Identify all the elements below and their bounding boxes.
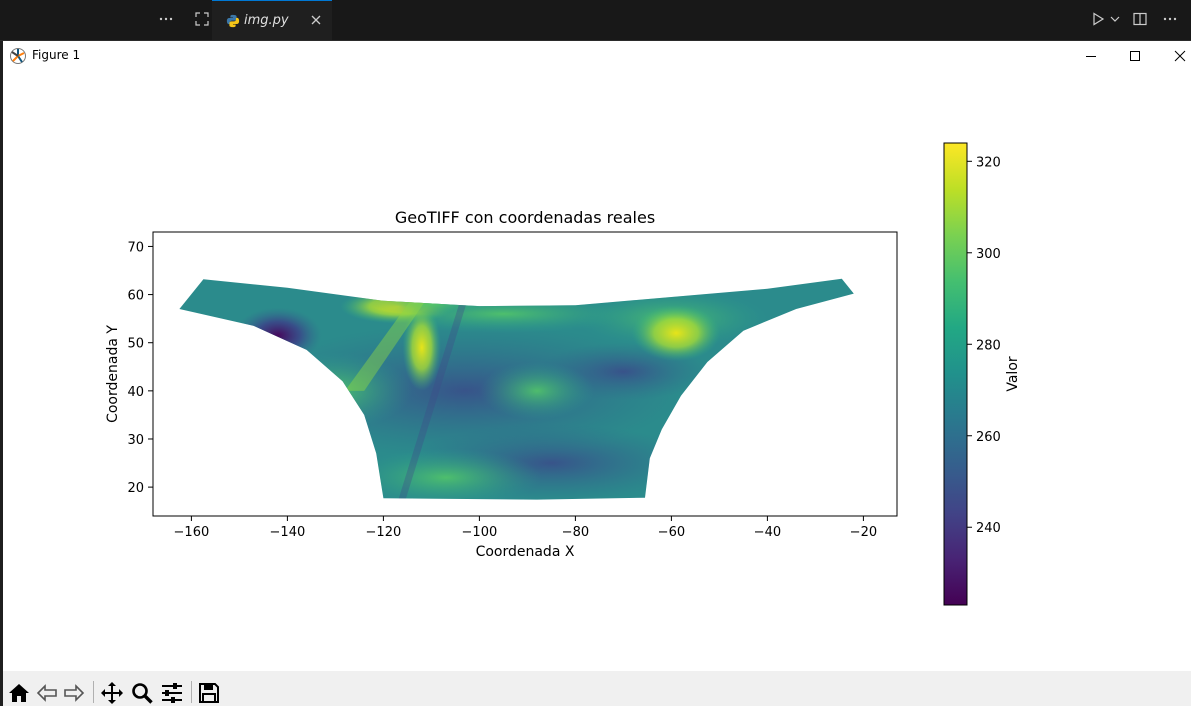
back-arrow-icon[interactable] — [35, 681, 59, 705]
pan-icon[interactable] — [100, 681, 124, 705]
colorbar-tick-label: 320 — [976, 155, 1001, 170]
more-actions-icon[interactable] — [155, 8, 177, 30]
editor-right-actions — [1087, 8, 1181, 30]
heatmap-image — [179, 278, 854, 500]
figure-window: Figure 1 — [3, 41, 1191, 706]
home-icon[interactable] — [7, 681, 31, 705]
maximize-icon[interactable] — [1125, 46, 1145, 66]
y-tick-label: 60 — [127, 289, 144, 304]
maximize-panel-icon[interactable] — [191, 8, 213, 30]
y-axis-ticks: 20 30 40 50 60 70 — [127, 240, 153, 496]
colorbar-ticks: 240 260 280 300 320 — [967, 155, 1001, 536]
x-tick-label: −100 — [462, 525, 498, 540]
tab-img-py[interactable]: img.py — [212, 0, 332, 40]
toolbar-separator — [93, 681, 94, 703]
minimize-icon[interactable] — [1081, 46, 1101, 66]
x-axis-ticks: −160 −140 −120 −100 −80 −60 −40 −20 — [174, 516, 877, 540]
colorbar-label: Valor — [1005, 356, 1021, 392]
window-title: Figure 1 — [32, 48, 81, 62]
more-actions-right-icon[interactable] — [1159, 8, 1181, 30]
configure-subplots-icon[interactable] — [160, 681, 184, 705]
x-tick-label: −60 — [658, 525, 685, 540]
x-tick-label: −80 — [562, 525, 589, 540]
x-tick-label: −20 — [850, 525, 877, 540]
y-tick-label: 20 — [127, 481, 144, 496]
python-file-icon — [226, 14, 240, 27]
y-tick-label: 70 — [127, 240, 144, 255]
x-tick-label: −160 — [174, 525, 210, 540]
editor-left-actions — [155, 8, 213, 30]
split-editor-icon[interactable] — [1129, 8, 1151, 30]
window-titlebar: Figure 1 — [3, 41, 1191, 71]
chart-svg[interactable]: −160 −140 −120 −100 −80 −60 −40 −20 20 30 40 50 60 7… — [3, 71, 1191, 671]
plot-area[interactable]: −160 −140 −120 −100 −80 −60 −40 −20 20 30 40 50 60 7… — [3, 71, 1191, 671]
axes-frame — [152, 231, 898, 517]
colorbar-tick-label: 300 — [976, 247, 1001, 262]
toolbar-separator — [191, 681, 192, 703]
y-tick-label: 30 — [127, 433, 144, 448]
zoom-icon[interactable] — [130, 681, 154, 705]
cold-spot — [233, 307, 322, 364]
warm-spot — [632, 305, 721, 362]
warm-band — [371, 294, 492, 315]
swath-seam — [397, 284, 473, 500]
colorbar — [943, 142, 968, 606]
y-tick-label: 50 — [127, 337, 144, 352]
forward-arrow-icon[interactable] — [62, 681, 86, 705]
close-icon[interactable] — [1170, 46, 1190, 66]
close-tab-icon[interactable] — [308, 12, 324, 28]
x-tick-label: −40 — [754, 525, 781, 540]
x-tick-label: −140 — [270, 525, 306, 540]
swath-band — [345, 284, 437, 391]
colorbar-tick-label: 260 — [976, 430, 1001, 445]
matplotlib-logo-icon — [10, 48, 26, 64]
tab-label: img.py — [244, 13, 289, 28]
editor-top-bar: img.py — [0, 0, 1191, 41]
x-axis-label: Coordenada X — [476, 544, 575, 560]
navigation-toolbar — [3, 671, 1191, 706]
chevron-down-icon[interactable] — [1109, 8, 1121, 30]
colorbar-tick-label: 240 — [976, 521, 1001, 536]
chart-title: GeoTIFF con coordenadas reales — [395, 208, 655, 227]
y-axis-label: Coordenada Y — [105, 325, 121, 423]
x-tick-label: −120 — [366, 525, 402, 540]
run-icon[interactable] — [1087, 8, 1109, 30]
colorbar-tick-label: 280 — [976, 338, 1001, 353]
save-icon[interactable] — [197, 681, 221, 705]
y-tick-label: 40 — [127, 385, 144, 400]
